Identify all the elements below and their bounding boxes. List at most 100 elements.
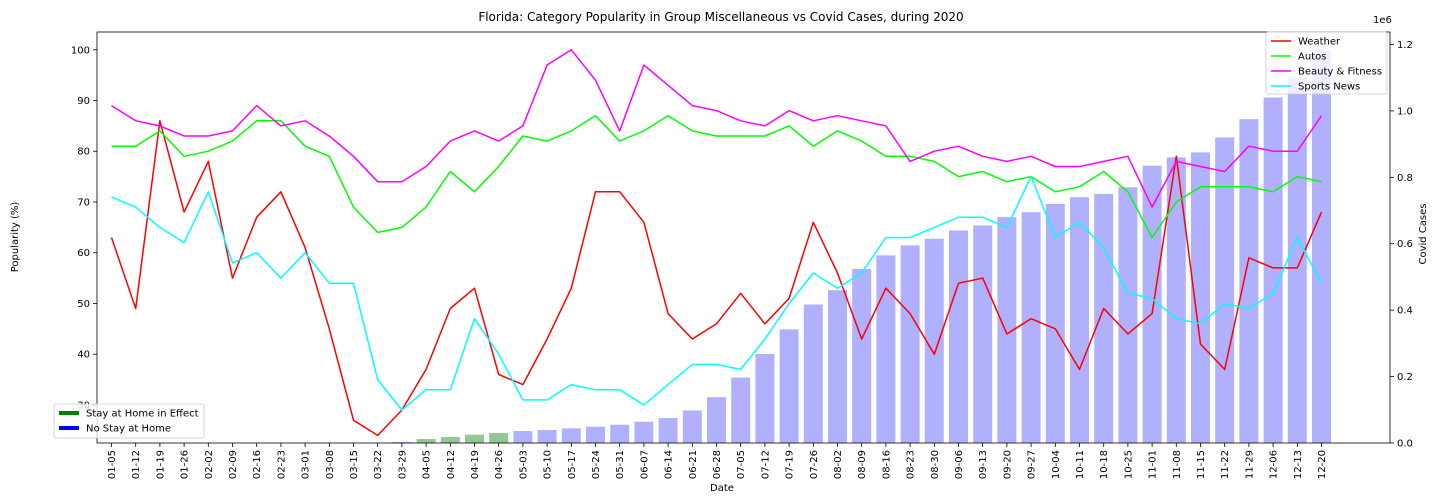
y2-tick-label: 0.0 [1397,439,1413,450]
x-tick-label: 12-20 [1317,450,1328,479]
x-tick-label: 05-10 [543,450,554,479]
y-tick-label: 80 [77,147,90,158]
x-tick-label: 11-08 [1172,450,1183,479]
x-tick-label: 10-25 [1123,450,1134,479]
legend-box [53,403,205,439]
x-tick-label: 02-23 [276,450,287,479]
covid-bar-11-22 [1215,137,1235,443]
series-line-weather [110,120,1323,437]
y-axis-label: Popularity (%) [10,202,21,273]
x-tick-label: 06-21 [688,450,699,479]
y-tick-label: 60 [77,248,90,259]
covid-bar-08-30 [924,238,944,443]
x-tick-label: 04-12 [446,450,457,479]
x-tick-label: 08-09 [857,450,868,479]
covid-bar-12-06 [1263,97,1283,444]
covid-bar-12-20 [1312,51,1331,443]
x-tick-label: 07-26 [809,450,820,479]
y-axis-left: 30405060708090100 [71,45,97,411]
y2-tick-label: 1.0 [1397,106,1413,117]
x-tick-label: 10-04 [1051,450,1062,479]
x-tick-label: 03-15 [349,450,360,479]
y-tick-label: 70 [77,197,90,208]
bars-layer [392,51,1331,444]
x-tick-label: 11-15 [1196,450,1207,479]
covid-bar-07-19 [779,329,799,443]
y-tick-label: 100 [71,45,90,56]
covid-bar-09-27 [1021,212,1041,443]
y2-tick-label: 0.2 [1397,372,1413,383]
covid-bar-06-21 [682,410,702,443]
y2-axis-label: Covid Cases [1418,203,1429,264]
x-axis-label: Date [710,483,734,494]
y2-offset-text: 1e6 [1373,15,1392,26]
covid-bar-05-24 [586,426,605,443]
x-tick-label: 08-02 [833,450,844,479]
covid-bar-06-14 [658,418,678,443]
x-tick-label: 03-01 [301,450,312,479]
x-tick-label: 07-05 [736,450,747,479]
x-tick-label: 03-29 [397,450,408,479]
x-tick-label: 03-22 [373,450,384,479]
x-tick-label: 06-07 [639,450,650,479]
covid-bar-06-28 [707,397,726,443]
x-tick-label: 05-03 [518,450,529,479]
x-tick-label: 09-20 [1002,450,1013,479]
legend-label: Beauty & Fitness [1298,67,1382,78]
covid-bar-10-18 [1094,193,1114,443]
y2-tick-label: 0.8 [1397,173,1413,184]
x-tick-label: 04-19 [470,450,481,479]
covid-bar-04-26 [489,433,509,443]
chart-title: Florida: Category Popularity in Group Mi… [478,10,963,24]
x-tick-label: 02-02 [204,450,215,479]
x-tick-label: 11-22 [1220,450,1231,479]
covid-bar-11-29 [1239,119,1259,443]
x-tick-label: 11-01 [1148,450,1159,479]
covid-bar-03-29 [392,442,412,443]
y2-tick-label: 1.2 [1397,40,1413,51]
series-line-autos [111,114,1322,239]
covid-bar-10-25 [1118,187,1138,443]
covid-bar-10-11 [1070,197,1089,443]
covid-bar-07-05 [731,377,751,443]
covid-bar-10-04 [1045,203,1065,443]
x-tick-label: 06-28 [712,450,723,479]
x-tick-label: 02-09 [228,450,239,479]
covid-bar-04-19 [465,434,484,443]
y2-tick-label: 0.4 [1397,306,1413,317]
covid-bar-05-31 [610,424,630,443]
legend-label: Sports News [1298,82,1360,93]
covid-bar-04-12 [440,437,460,443]
covid-bar-06-07 [634,421,654,443]
covid-bar-09-13 [973,225,993,443]
y-tick-label: 90 [77,96,90,107]
x-tick-label: 09-06 [954,450,965,479]
covid-bar-07-12 [755,353,775,443]
x-tick-label: 05-17 [567,450,578,479]
x-tick-label: 01-05 [107,450,118,479]
x-tick-label: 10-11 [1075,450,1086,479]
legend-label: No Stay at Home [86,424,171,435]
legend-label: Stay at Home in Effect [86,409,199,420]
covid-bar-05-17 [561,428,581,443]
series-line-sports-news [111,175,1323,411]
x-tick-label: 08-23 [906,450,917,479]
covid-bar-09-06 [949,230,968,443]
x-tick-label: 05-24 [591,450,602,479]
x-tick-label: 01-12 [131,450,142,479]
covid-bar-11-01 [1142,165,1162,444]
x-tick-label: 07-12 [760,450,771,479]
legend-label: Autos [1298,52,1326,63]
y2-tick-label: 0.6 [1397,239,1413,250]
x-axis: 01-05 01-12 01-19 01-26 02-02 02-09 02-16 02-23… [107,443,1328,479]
x-tick-label: 03-08 [325,450,336,479]
legend-top-right: Weather Autos Beauty & Fitness Sports News [1265,31,1388,95]
x-tick-label: 07-19 [785,450,796,479]
x-tick-label: 06-14 [664,450,675,479]
covid-bar-08-16 [876,255,896,443]
y-tick-label: 50 [77,299,90,310]
covid-bar-12-13 [1287,77,1307,444]
x-tick-label: 12-13 [1293,450,1304,479]
x-tick-label: 01-19 [155,450,166,479]
